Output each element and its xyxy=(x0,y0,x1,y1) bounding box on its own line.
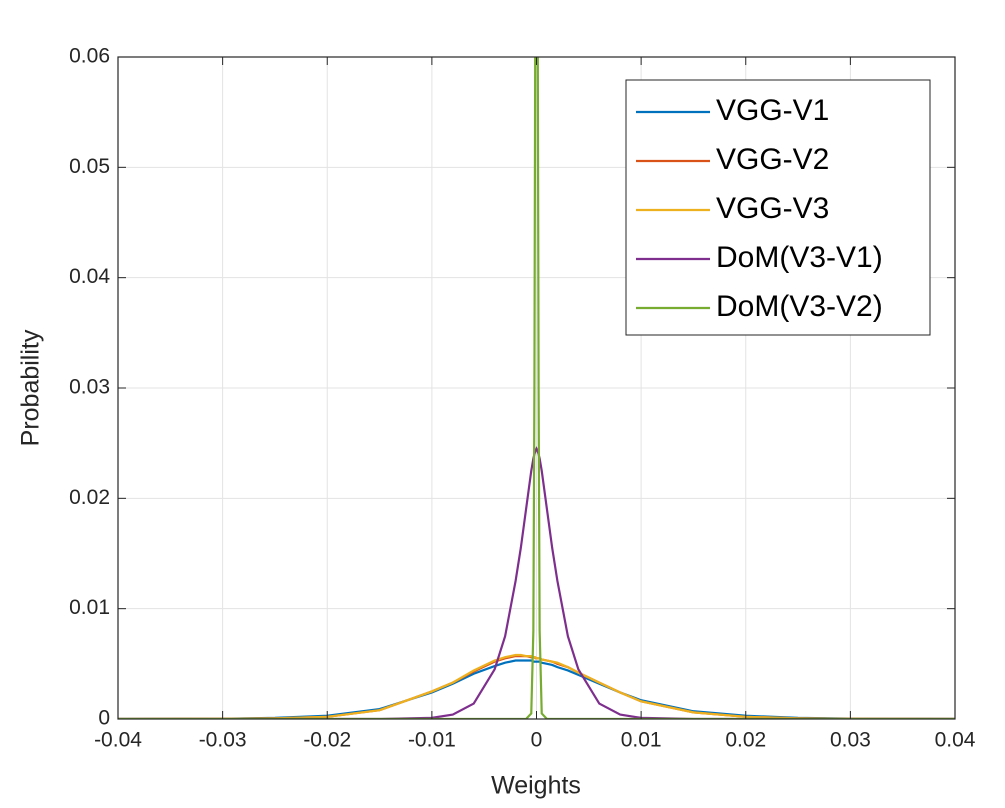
legend-label: DoM(V3-V2) xyxy=(716,290,883,323)
x-axis-label: Weights xyxy=(491,772,581,800)
y-axis-label: Probability xyxy=(17,329,45,446)
x-tick-label: -0.01 xyxy=(408,729,456,752)
y-tick-label: 0.02 xyxy=(69,486,110,509)
series-line xyxy=(118,653,955,719)
x-tick-label: 0.01 xyxy=(621,729,662,752)
legend-label: DoM(V3-V1) xyxy=(716,241,883,274)
y-tick-label: 0.04 xyxy=(69,265,110,288)
x-tick-label: -0.03 xyxy=(199,729,247,752)
legend-label: VGG-V1 xyxy=(716,94,829,127)
y-tick-label: 0.03 xyxy=(69,376,110,399)
y-tick-label: 0 xyxy=(98,707,110,730)
x-tick-label: 0.02 xyxy=(725,729,766,752)
x-tick-label: 0 xyxy=(531,729,543,752)
axes: -0.04 -0.03 -0.02 -0.01 0 0.01 0.02 0.03 0.04 0 0.… xyxy=(69,45,976,752)
legend-box xyxy=(625,79,931,336)
y-tick-label: 0.05 xyxy=(69,155,110,178)
x-tick-label: 0.04 xyxy=(935,729,976,752)
x-tick-label: -0.04 xyxy=(94,729,142,752)
y-tick-label: 0.06 xyxy=(69,45,110,68)
legend: VGG-V1 VGG-V2 VGG-V3 DoM(V3-V1) DoM(V3-V2) xyxy=(625,79,931,336)
x-tick-label: 0.03 xyxy=(830,729,871,752)
legend-label: VGG-V3 xyxy=(716,192,829,225)
y-tick-label: 0.01 xyxy=(69,596,110,619)
axes-box xyxy=(117,56,956,720)
x-tick-label: -0.02 xyxy=(303,729,351,752)
legend-label: VGG-V2 xyxy=(716,143,829,176)
